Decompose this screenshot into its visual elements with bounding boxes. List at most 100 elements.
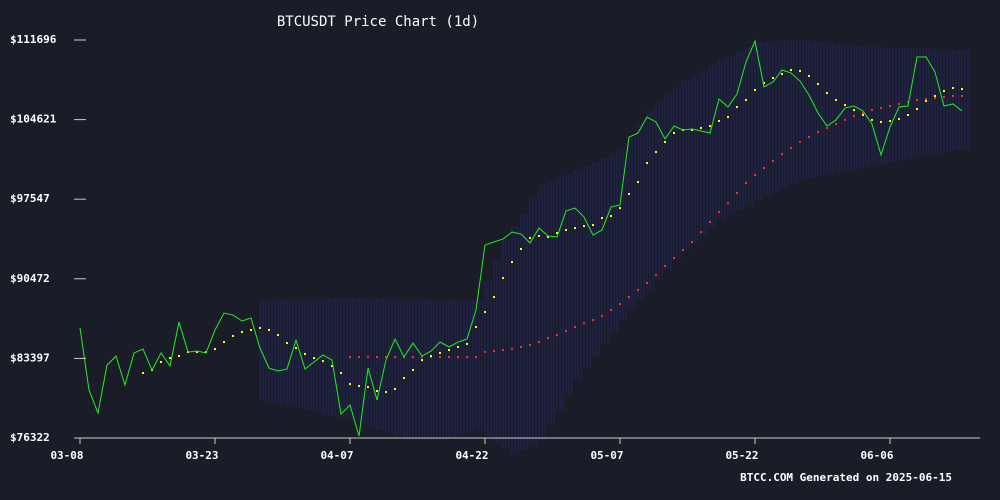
ma-dot — [565, 330, 567, 333]
ma-dot — [745, 99, 747, 102]
ma-dot — [763, 166, 765, 169]
ma-dot — [529, 236, 531, 239]
ma-dot — [826, 127, 828, 130]
ma-dot — [727, 116, 729, 119]
ma-dot — [844, 103, 846, 106]
ma-dot — [961, 88, 963, 91]
y-tick-label: $83397 — [10, 351, 50, 364]
ma-dot — [331, 365, 333, 368]
ma-dot — [817, 82, 819, 85]
ma-dot — [322, 360, 324, 363]
plot — [79, 39, 963, 437]
ma-dot — [709, 220, 711, 223]
ma-dot — [286, 342, 288, 345]
ma-dot — [772, 76, 774, 79]
ma-dot — [664, 264, 666, 267]
ma-dot — [871, 118, 873, 121]
ma-dot — [637, 288, 639, 291]
ma-dot — [862, 111, 864, 114]
ma-dot — [691, 128, 693, 131]
ma-dot — [349, 383, 351, 386]
ma-dot — [790, 146, 792, 149]
ma-dot — [304, 352, 306, 355]
ma-dot — [790, 68, 792, 71]
ma-dot — [745, 181, 747, 184]
ma-dot — [493, 296, 495, 299]
ma-dot — [358, 385, 360, 388]
ma-dot — [673, 257, 675, 260]
y-tick-label: $111696 — [10, 33, 57, 46]
ma-dot — [736, 106, 738, 109]
y-tick-label: $76322 — [10, 431, 50, 444]
ma-dot — [763, 82, 765, 85]
ma-dot — [925, 100, 927, 103]
ma-dot — [367, 356, 369, 359]
ma-dot — [457, 356, 459, 359]
ma-dot — [691, 241, 693, 244]
x-tick-label: 04-07 — [320, 449, 353, 462]
ma-dot — [574, 227, 576, 230]
ma-dot — [673, 132, 675, 135]
ma-dot — [718, 210, 720, 213]
chart-title: BTCUSDT Price Chart (1d) — [277, 14, 479, 30]
ma-dot — [781, 153, 783, 156]
ma-dot — [169, 357, 171, 360]
ma-dot — [844, 118, 846, 121]
ma-dot — [889, 119, 891, 122]
ma-dot — [799, 70, 801, 73]
ma-dot — [421, 359, 423, 362]
ma-dot — [727, 201, 729, 204]
ma-dot — [241, 331, 243, 334]
ma-dot — [466, 356, 468, 359]
ma-dot — [664, 141, 666, 144]
ma-dot — [178, 355, 180, 358]
ma-dot — [358, 356, 360, 359]
ma-dot — [700, 231, 702, 234]
y-tick-label: $104621 — [10, 113, 57, 126]
ma-dot — [556, 232, 558, 235]
ma-dot — [511, 261, 513, 264]
ma-dot — [916, 99, 918, 102]
ma-dot — [457, 346, 459, 349]
x-tick-label: 05-07 — [590, 449, 623, 462]
ma-dot — [142, 371, 144, 374]
ma-dot — [340, 371, 342, 374]
ma-dot — [799, 141, 801, 144]
ma-dot — [385, 356, 387, 359]
ma-dot — [808, 136, 810, 139]
ma-dot — [556, 334, 558, 337]
ma-dot — [574, 325, 576, 328]
ma-dot — [493, 350, 495, 353]
ma-dot — [250, 329, 252, 332]
ma-dot — [862, 114, 864, 117]
price-line — [79, 39, 963, 437]
ma-dot — [448, 356, 450, 359]
ma-dot — [421, 356, 423, 359]
ma-dot — [952, 86, 954, 89]
ma-dot — [529, 343, 531, 346]
ma-dot — [232, 334, 234, 337]
ma-dot — [520, 346, 522, 349]
ma-dot — [754, 89, 756, 92]
ma-dot — [808, 74, 810, 77]
ma-dot — [889, 104, 891, 107]
ma-dot — [295, 347, 297, 350]
ma-dot — [817, 130, 819, 133]
ma-dot — [376, 356, 378, 359]
ma-dot — [871, 109, 873, 112]
ma-dot — [781, 73, 783, 76]
ma-dot — [484, 350, 486, 353]
ma-dot — [349, 356, 351, 359]
ma-dot — [466, 342, 468, 345]
ma-dot — [502, 277, 504, 280]
ma-dot — [628, 192, 630, 195]
ma-dot — [475, 356, 477, 359]
ma-dot — [196, 351, 198, 354]
footer: BTCC.COM Generated on 2025-06-15 — [740, 471, 952, 484]
ma-dot — [268, 329, 270, 332]
ma-dot — [637, 181, 639, 184]
ma-dot — [943, 90, 945, 93]
ma-dot — [907, 100, 909, 103]
